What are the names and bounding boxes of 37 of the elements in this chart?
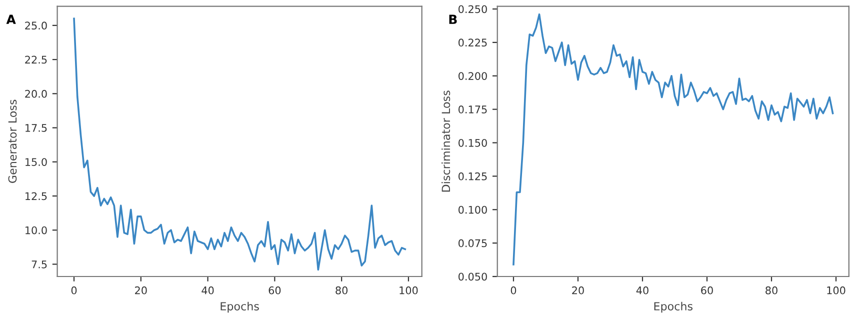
y-axis-title: Discriminator Loss: [442, 90, 450, 192]
y-tick-label: 10.0: [26, 226, 47, 234]
x-axis-title: Epochs: [220, 302, 259, 313]
line-series: [73, 18, 406, 271]
y-tick-label: 20.0: [25, 90, 47, 98]
x-tick-label: 0: [71, 286, 77, 294]
x-tick-label: 20: [135, 286, 147, 294]
y-tick-label: 0.100: [458, 206, 487, 214]
x-tick-label: 0: [510, 286, 516, 294]
x-tick-label: 60: [268, 286, 281, 294]
x-axis-title: Epochs: [654, 302, 692, 313]
x-tick-label: 20: [572, 286, 584, 294]
y-tick-label: 15.0: [26, 158, 47, 166]
x-tick-label: 80: [336, 286, 348, 294]
y-tick-label: 0.125: [458, 172, 487, 180]
y-tick-label: 0.250: [458, 5, 487, 14]
x-tick-label: 40: [636, 286, 648, 294]
text: B: [449, 14, 457, 24]
y-tick-label: 17.5: [26, 124, 47, 132]
y-tick-label: 0.225: [458, 38, 487, 47]
x-tick-label: 80: [766, 286, 778, 294]
y-axis-title: Generator Loss: [8, 100, 17, 183]
line-series: [512, 13, 834, 266]
y-tick-label: 0.075: [458, 239, 487, 248]
x-tick-label: 40: [202, 286, 214, 294]
y-tick-label: 0.150: [458, 138, 487, 147]
y-tick-label: 22.5: [25, 56, 47, 64]
x-tick-label: 60: [701, 286, 713, 294]
y-tick-label: 0.050: [458, 272, 487, 281]
x-tick-label: 100: [827, 286, 846, 294]
y-tick-label: 25.0: [25, 22, 47, 30]
text: A: [6, 14, 16, 24]
y-tick-label: 0.200: [458, 72, 487, 80]
y-tick-label: 7.5: [32, 260, 47, 268]
y-tick-label: 0.175: [458, 106, 487, 114]
y-tick-label: 12.5: [26, 192, 47, 200]
x-tick-label: 100: [400, 286, 418, 294]
